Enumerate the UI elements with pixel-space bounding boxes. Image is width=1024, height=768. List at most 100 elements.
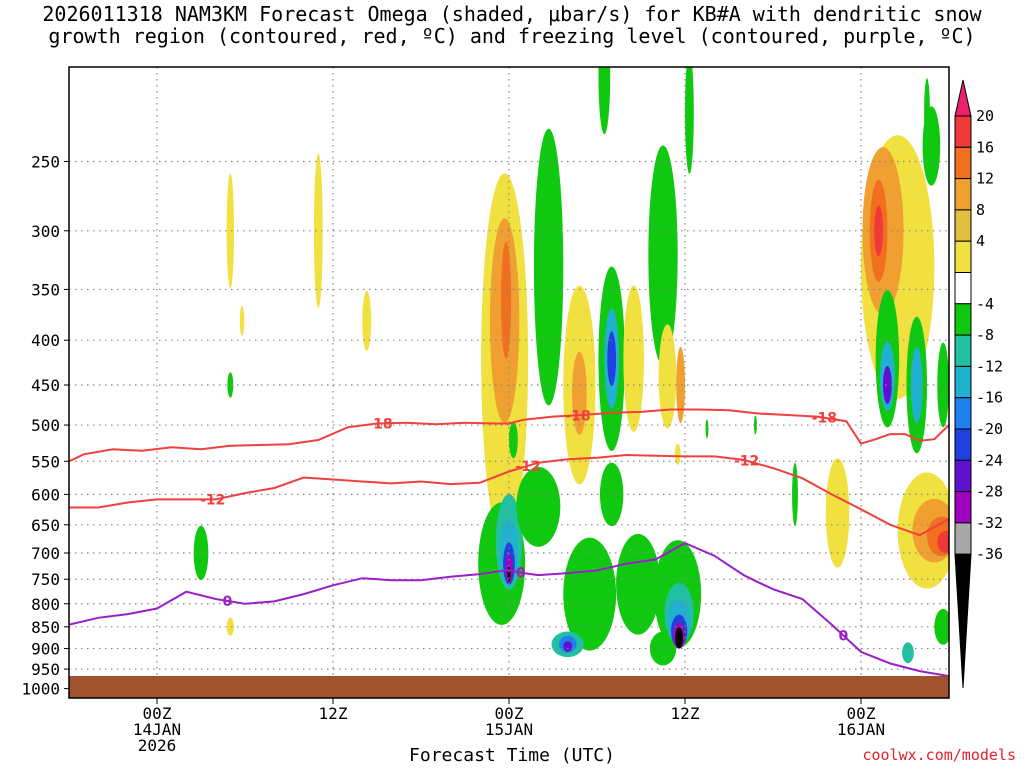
y-axis: 250 300 350 400 450 500 550 600 650 700 750 800 850 9… xyxy=(21,152,69,699)
omega-region-4 xyxy=(227,372,234,398)
omega-region-16 xyxy=(623,285,644,433)
colorbar-label--16: -16 xyxy=(976,389,1003,407)
colorbar-box-6 xyxy=(954,272,972,305)
chart-title-line2: growth region (contoured, red, ºC) and f… xyxy=(48,24,976,48)
omega-region-28 xyxy=(516,466,561,547)
y-tick-label-550: 550 xyxy=(31,452,60,471)
contour-label-minus18-1: -18 xyxy=(565,408,590,424)
grid-lines xyxy=(69,67,949,698)
x-axis-label: Forecast Time (UTC) xyxy=(409,745,615,766)
omega-region-65 xyxy=(924,78,930,148)
credit-link[interactable]: coolwx.com/models xyxy=(862,746,1016,764)
colorbar: 20 16 12 8 4 -4 -8 -12 -16 -20 -24 -28 -32 -36 xyxy=(954,79,1003,689)
freezing-level-line xyxy=(69,541,949,678)
colorbar-label--28: -28 xyxy=(976,483,1003,501)
colorbar-label--36: -36 xyxy=(976,545,1003,563)
contour-label-minus12-2: -12 xyxy=(734,454,759,470)
x-tick-label-0-0: 00Z xyxy=(143,704,172,723)
omega-region-2 xyxy=(239,305,245,336)
y-tick-label-1000: 1000 xyxy=(21,680,60,699)
colorbar-box-8 xyxy=(954,334,972,367)
x-tick-label-0-2: 2026 xyxy=(138,736,177,755)
y-tick-label-750: 750 xyxy=(31,570,60,589)
colorbar-label--20: -20 xyxy=(976,420,1003,438)
y-tick-label-650: 650 xyxy=(31,516,60,535)
colorbar-box-12 xyxy=(954,459,972,493)
contour-label-zero-2: 0 xyxy=(839,629,849,645)
omega-region-0 xyxy=(226,173,234,289)
x-tick-label-36-0: 12Z xyxy=(671,704,700,723)
contour-label-minus12-1: -12 xyxy=(515,459,540,475)
omega-region-34 xyxy=(616,533,661,635)
colorbar-box-3 xyxy=(954,178,972,211)
omega-region-41 xyxy=(675,627,684,649)
x-tick-label-24-1: 15JAN xyxy=(485,720,533,739)
y-tick-label-400: 400 xyxy=(31,331,60,350)
omega-region-9 xyxy=(500,241,512,359)
colorbar-box-7 xyxy=(954,303,972,336)
y-tick-label-450: 450 xyxy=(31,376,60,395)
ground-terrain xyxy=(69,676,949,698)
x-tick-label-0-1: 14JAN xyxy=(133,720,181,739)
colorbar-top-arrow xyxy=(954,79,972,117)
omega-region-56 xyxy=(937,530,949,554)
colorbar-label--8: -8 xyxy=(976,326,994,344)
omega-region-64 xyxy=(902,642,914,664)
omega-region-42 xyxy=(509,421,518,459)
omega-region-43 xyxy=(674,443,681,465)
colorbar-box-5 xyxy=(954,240,972,273)
omega-region-32 xyxy=(563,641,573,652)
omega-region-59 xyxy=(883,365,892,405)
omega-region-1 xyxy=(313,153,323,308)
colorbar-box-10 xyxy=(954,397,972,430)
colorbar-box-2 xyxy=(954,146,972,180)
colorbar-label-16: 16 xyxy=(976,138,994,156)
colorbar-label--12: -12 xyxy=(976,357,1003,375)
y-tick-label-800: 800 xyxy=(31,595,60,614)
chart-title-line1: 2026011318 NAM3KM Forecast Omega (shaded… xyxy=(42,2,982,26)
colorbar-label-4: 4 xyxy=(976,232,985,250)
contour-label-zero-0: 0 xyxy=(223,594,233,610)
contour-lines: -18 -18 -18 -12 -12 -12 0 0 0 xyxy=(69,408,949,678)
colorbar-label-8: 8 xyxy=(976,201,985,219)
omega-region-61 xyxy=(910,346,923,424)
omega-region-47 xyxy=(825,458,850,568)
omega-region-51 xyxy=(874,205,883,257)
colorbar-label-12: 12 xyxy=(976,170,994,188)
x-tick-label-24-0: 00Z xyxy=(495,704,524,723)
omega-region-15 xyxy=(607,331,617,386)
y-tick-label-500: 500 xyxy=(31,416,60,435)
y-tick-label-300: 300 xyxy=(31,222,60,241)
colorbar-box-11 xyxy=(954,428,972,461)
colorbar-box-4 xyxy=(954,209,972,242)
omega-region-29 xyxy=(563,537,617,651)
colorbar-box-13 xyxy=(954,491,972,524)
colorbar-box-14 xyxy=(954,522,972,555)
omega-region-19 xyxy=(676,346,685,424)
contour-label-minus12-0: -12 xyxy=(200,492,225,508)
x-tick-label-48-0: 00Z xyxy=(847,704,876,723)
y-tick-label-250: 250 xyxy=(31,152,60,171)
x-tick-label-48-1: 16JAN xyxy=(837,720,885,739)
colorbar-bottom-arrow xyxy=(954,553,972,689)
omega-region-21 xyxy=(685,67,694,174)
x-tick-label-12-0: 12Z xyxy=(319,704,348,723)
omega-region-33 xyxy=(599,462,624,527)
omega-region-3 xyxy=(362,290,372,351)
omega-region-10 xyxy=(533,128,564,406)
contour-minus12-line xyxy=(69,453,949,537)
contour-label-zero-1: 0 xyxy=(516,565,526,581)
y-tick-label-600: 600 xyxy=(31,485,60,504)
omega-region-45 xyxy=(753,415,757,435)
omega-region-44 xyxy=(705,419,709,439)
y-tick-label-900: 900 xyxy=(31,640,60,659)
contour-label-minus18-0: -18 xyxy=(367,416,392,432)
omega-region-20 xyxy=(598,67,611,135)
omega-region-62 xyxy=(937,342,949,428)
y-tick-label-350: 350 xyxy=(31,280,60,299)
y-tick-label-700: 700 xyxy=(31,544,60,563)
colorbar-label--4: -4 xyxy=(976,295,994,313)
y-tick-label-850: 850 xyxy=(31,618,60,637)
